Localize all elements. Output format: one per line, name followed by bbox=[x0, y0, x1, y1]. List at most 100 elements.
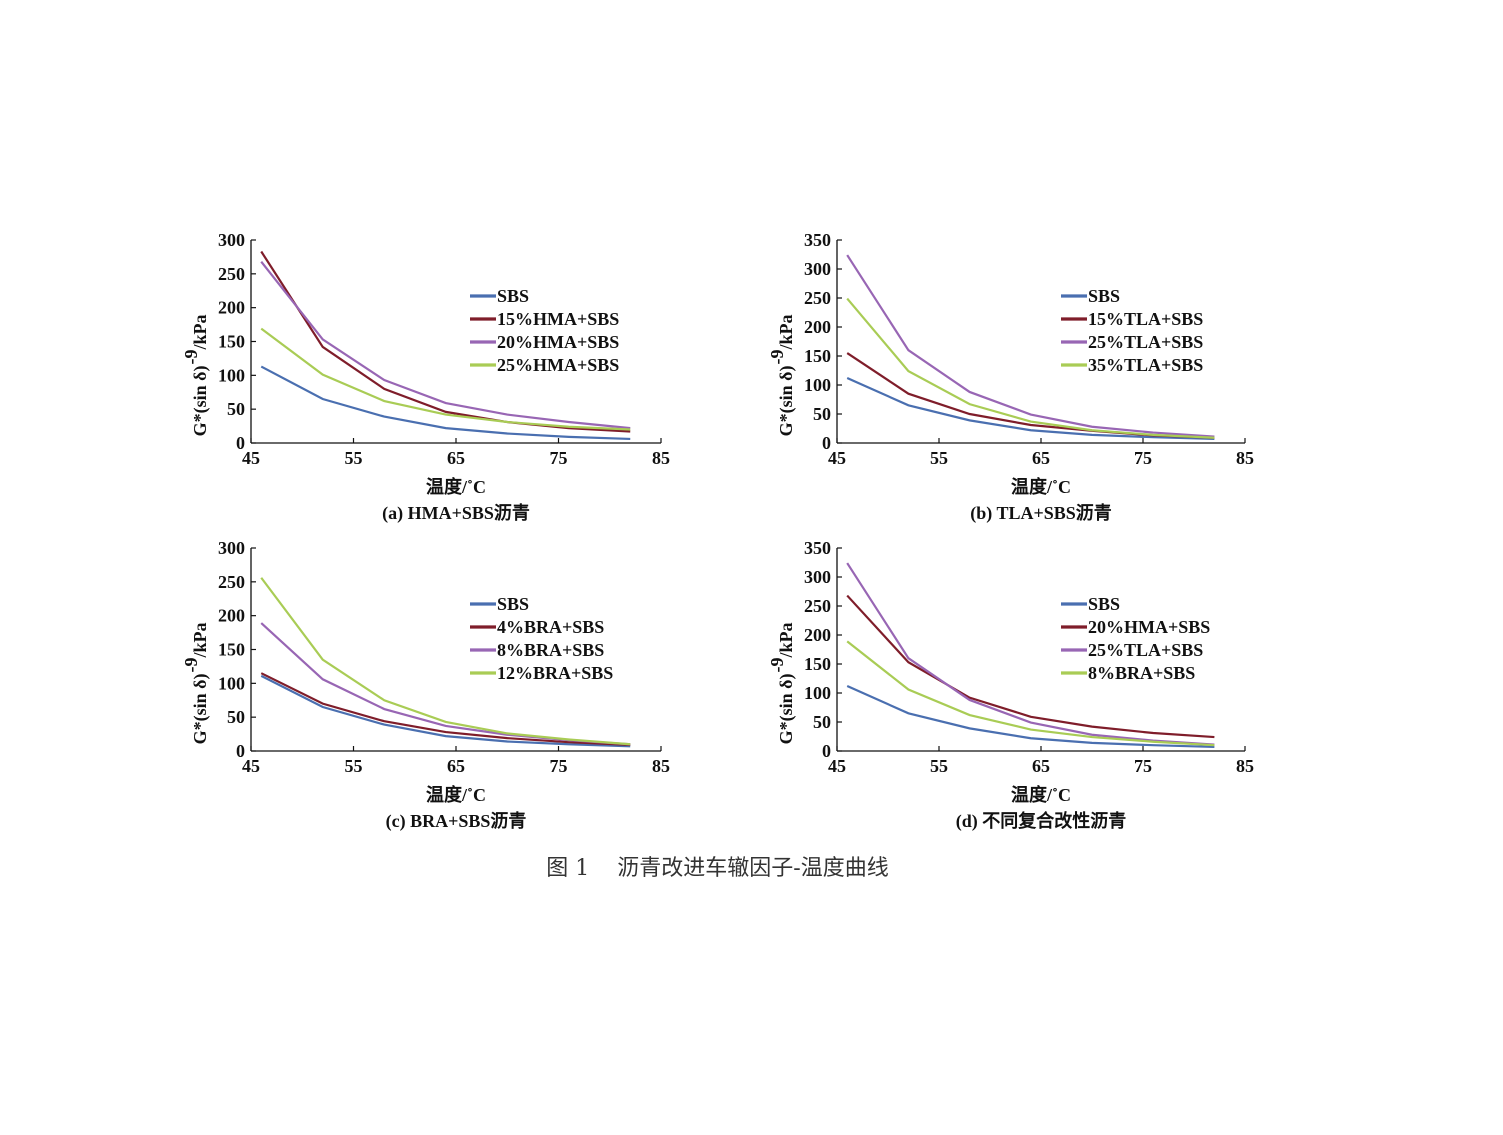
y-tick-label: 50 bbox=[227, 399, 245, 419]
x-tick-label: 85 bbox=[652, 756, 670, 776]
x-tick-label: 55 bbox=[345, 448, 363, 468]
y-tick-label: 50 bbox=[813, 404, 831, 424]
chart-panel-4: 45 55 65 75 85 0 50 100 150 200 250 300 350 SBS 20%HMA… bbox=[767, 538, 1254, 832]
y-tick-label: 150 bbox=[218, 640, 245, 660]
y-tick-label: 200 bbox=[218, 298, 245, 318]
series-line-20%HMA+SBS bbox=[260, 260, 631, 430]
x-tick-label: 45 bbox=[242, 448, 260, 468]
chart-panel-1: 45 55 65 75 85 0 50 100 150 200 250 300 SBS 15%HMA+SB… bbox=[181, 230, 670, 524]
series-line-25%TLA+SBS bbox=[846, 254, 1215, 438]
series-line-SBS bbox=[846, 685, 1215, 749]
legend-label: 4%BRA+SBS bbox=[497, 617, 604, 637]
y-axis-label-main: G*(sin δ) bbox=[776, 366, 797, 437]
y-axis-label-sup: -9 bbox=[181, 350, 201, 365]
y-axis-label-unit: /kPa bbox=[190, 622, 210, 658]
legend-label: SBS bbox=[1088, 594, 1120, 614]
y-tick-label: 300 bbox=[218, 538, 245, 558]
y-tick-label: 100 bbox=[804, 683, 831, 703]
x-tick-label: 55 bbox=[345, 756, 363, 776]
legend-label: 8%BRA+SBS bbox=[1088, 663, 1195, 683]
series-line-8%BRA+SBS bbox=[846, 640, 1215, 747]
y-axis-label-unit: /kPa bbox=[190, 314, 210, 350]
x-tick-label: 85 bbox=[1236, 756, 1254, 776]
y-axis-label-main: G*(sin δ) bbox=[776, 674, 797, 745]
x-axis-label: 温度/˚C bbox=[426, 476, 486, 497]
legend-label: 8%BRA+SBS bbox=[497, 640, 604, 660]
legend-label: 20%HMA+SBS bbox=[497, 332, 619, 352]
x-axis-label: 温度/˚C bbox=[426, 784, 486, 805]
y-axis-label-main: G*(sin δ) bbox=[190, 674, 211, 745]
y-axis-label: G*(sin δ)-9 /kPa bbox=[767, 314, 797, 436]
y-tick-label: 300 bbox=[218, 230, 245, 250]
y-tick-label: 250 bbox=[218, 572, 245, 592]
series-line-25%HMA+SBS bbox=[260, 327, 631, 431]
y-tick-label: 250 bbox=[804, 596, 831, 616]
legend-label: 35%TLA+SBS bbox=[1088, 355, 1203, 375]
y-tick-label: 0 bbox=[822, 433, 831, 453]
series-line-15%HMA+SBS bbox=[260, 250, 631, 433]
y-tick-label: 50 bbox=[813, 712, 831, 732]
chart-panel-3: 45 55 65 75 85 0 50 100 150 200 250 300 SBS 4%BRA+SBS… bbox=[181, 538, 670, 832]
y-tick-label: 0 bbox=[236, 741, 245, 761]
panel-title: (a) HMA+SBS沥青 bbox=[382, 503, 530, 524]
y-tick-label: 100 bbox=[804, 375, 831, 395]
panel-title: (b) TLA+SBS沥青 bbox=[970, 503, 1111, 524]
y-tick-label: 250 bbox=[804, 288, 831, 308]
y-axis-label: G*(sin δ)-9 /kPa bbox=[181, 314, 211, 436]
legend-label: 15%TLA+SBS bbox=[1088, 309, 1203, 329]
x-axis-label: 温度/˚C bbox=[1011, 476, 1071, 497]
legend-label: SBS bbox=[1088, 286, 1120, 306]
y-axis-label-unit: /kPa bbox=[776, 314, 796, 350]
series-line-SBS bbox=[260, 365, 631, 441]
y-tick-label: 0 bbox=[822, 741, 831, 761]
legend-label: SBS bbox=[497, 286, 529, 306]
y-tick-label: 200 bbox=[218, 606, 245, 626]
series-line-25%TLA+SBS bbox=[846, 562, 1215, 746]
y-axis-label-unit: /kPa bbox=[776, 622, 796, 658]
y-tick-label: 200 bbox=[804, 317, 831, 337]
x-tick-label: 65 bbox=[1032, 756, 1050, 776]
panel-title: (d) 不同复合改性沥青 bbox=[956, 810, 1127, 832]
y-tick-label: 250 bbox=[218, 264, 245, 284]
series-line-4%BRA+SBS bbox=[260, 672, 631, 747]
y-tick-label: 0 bbox=[236, 433, 245, 453]
series-line-SBS bbox=[846, 377, 1215, 441]
series-line-20%HMA+SBS bbox=[846, 594, 1215, 739]
y-tick-label: 150 bbox=[804, 346, 831, 366]
x-tick-label: 75 bbox=[1134, 448, 1152, 468]
y-tick-label: 100 bbox=[218, 673, 245, 693]
x-tick-label: 55 bbox=[930, 756, 948, 776]
y-tick-label: 50 bbox=[227, 707, 245, 727]
x-tick-label: 85 bbox=[652, 448, 670, 468]
y-tick-label: 300 bbox=[804, 259, 831, 279]
legend-label: SBS bbox=[497, 594, 529, 614]
y-tick-label: 150 bbox=[218, 332, 245, 352]
x-tick-label: 55 bbox=[930, 448, 948, 468]
y-axis-label: G*(sin δ)-9 /kPa bbox=[767, 622, 797, 744]
x-tick-label: 75 bbox=[550, 756, 568, 776]
y-axis-label: G*(sin δ)-9 /kPa bbox=[181, 622, 211, 744]
y-tick-label: 300 bbox=[804, 567, 831, 587]
y-axis-label-sup: -9 bbox=[767, 658, 787, 673]
y-axis-label-main: G*(sin δ) bbox=[190, 366, 211, 437]
x-tick-label: 75 bbox=[550, 448, 568, 468]
x-tick-label: 65 bbox=[447, 448, 465, 468]
legend-label: 12%BRA+SBS bbox=[497, 663, 613, 683]
y-tick-label: 200 bbox=[804, 625, 831, 645]
x-tick-label: 45 bbox=[828, 448, 846, 468]
legend-label: 25%TLA+SBS bbox=[1088, 332, 1203, 352]
x-tick-label: 85 bbox=[1236, 448, 1254, 468]
legend-label: 25%HMA+SBS bbox=[497, 355, 619, 375]
y-tick-label: 350 bbox=[804, 538, 831, 558]
legend-label: 15%HMA+SBS bbox=[497, 309, 619, 329]
y-tick-label: 350 bbox=[804, 230, 831, 250]
y-axis-label-sup: -9 bbox=[181, 658, 201, 673]
legend-label: 20%HMA+SBS bbox=[1088, 617, 1210, 637]
x-tick-label: 75 bbox=[1134, 756, 1152, 776]
panel-title: (c) BRA+SBS沥青 bbox=[386, 811, 527, 832]
series-line-35%TLA+SBS bbox=[846, 297, 1215, 439]
legend-label: 25%TLA+SBS bbox=[1088, 640, 1203, 660]
x-tick-label: 65 bbox=[1032, 448, 1050, 468]
series-line-12%BRA+SBS bbox=[260, 577, 631, 746]
